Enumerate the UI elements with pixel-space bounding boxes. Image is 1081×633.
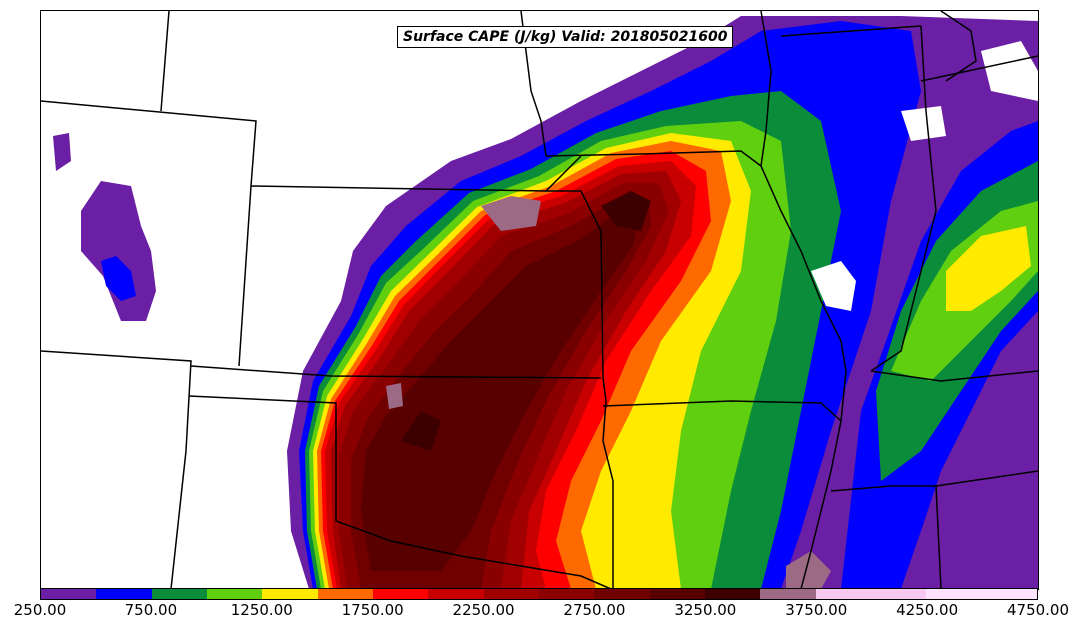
boundary-line: [870, 25, 937, 372]
boundary-line: [190, 365, 602, 379]
boundary-line: [188, 395, 612, 589]
colorbar-tick-label: 2750.00: [563, 601, 626, 619]
boundary-line: [935, 470, 1038, 487]
boundary-line: [546, 190, 614, 589]
colorbar-swatch: [483, 589, 539, 599]
colorbar-swatch: [704, 589, 761, 599]
boundary-line: [41, 350, 192, 589]
boundary-line: [780, 25, 922, 37]
colorbar-tick-label: 3750.00: [785, 601, 848, 619]
colorbar-tick-label: 3250.00: [674, 601, 737, 619]
colorbar-tick-label: 1750.00: [341, 601, 404, 619]
no-data-area: [811, 41, 1038, 311]
boundary-line: [160, 11, 170, 112]
boundary-line: [520, 11, 547, 157]
colorbar-swatch: [317, 589, 373, 599]
colorbar-tick-label: 2250.00: [452, 601, 515, 619]
boundary-line: [940, 11, 977, 82]
contour-500-west: [101, 256, 136, 301]
boundary-line: [602, 400, 842, 422]
colorbar-swatch: [870, 589, 927, 599]
colorbar-swatch: [428, 589, 484, 599]
colorbar-swatch: [649, 589, 705, 599]
colorbar-swatch: [981, 589, 1037, 599]
state-boundaries: [41, 11, 1038, 589]
colorbar-swatch: [926, 589, 982, 599]
colorbar-tick-label: 750.00: [124, 601, 178, 619]
colorbar-tick-label: 250.00: [13, 601, 67, 619]
colorbar-tick-label: 4750.00: [1006, 601, 1070, 619]
colorbar-swatch: [206, 589, 263, 599]
boundary-line: [545, 150, 762, 167]
colorbar-tick-label: 1250.00: [230, 601, 293, 619]
colorbar-swatch: [760, 589, 816, 599]
boundary-line: [920, 55, 1038, 82]
colorbar-swatch: [815, 589, 871, 599]
colorbar-swatch: [96, 589, 152, 599]
colorbar-swatch: [41, 589, 97, 599]
colorbar-swatch: [151, 589, 207, 599]
colorbar-swatch: [372, 589, 429, 599]
cape-contours: [53, 16, 1038, 589]
map-panel: Surface CAPE (J/kg) Valid: 201805021600: [40, 10, 1039, 590]
contour-250-west2: [53, 133, 71, 171]
contour-1250-east: [946, 226, 1031, 311]
colorbar-swatch: [594, 589, 650, 599]
map-title: Surface CAPE (J/kg) Valid: 201805021600: [397, 26, 734, 48]
colorbar-tick-label: 4250.00: [896, 601, 959, 619]
colorbar: [40, 588, 1038, 600]
boundary-line: [760, 11, 847, 589]
boundary-line: [41, 100, 257, 367]
contour-3000: [361, 209, 639, 571]
colorbar-swatch: [538, 589, 595, 599]
contour-250-west: [81, 181, 156, 321]
contour-250-east: [901, 371, 1038, 589]
cape-map: [41, 11, 1038, 589]
boundary-line: [870, 370, 1038, 382]
contour-3250: [401, 191, 651, 451]
colorbar-tick-labels: 250.00 750.00 1250.00 1750.00 2250.00 2750.00…: [0, 601, 1081, 629]
boundary-line: [830, 485, 942, 589]
colorbar-swatch: [262, 589, 318, 599]
